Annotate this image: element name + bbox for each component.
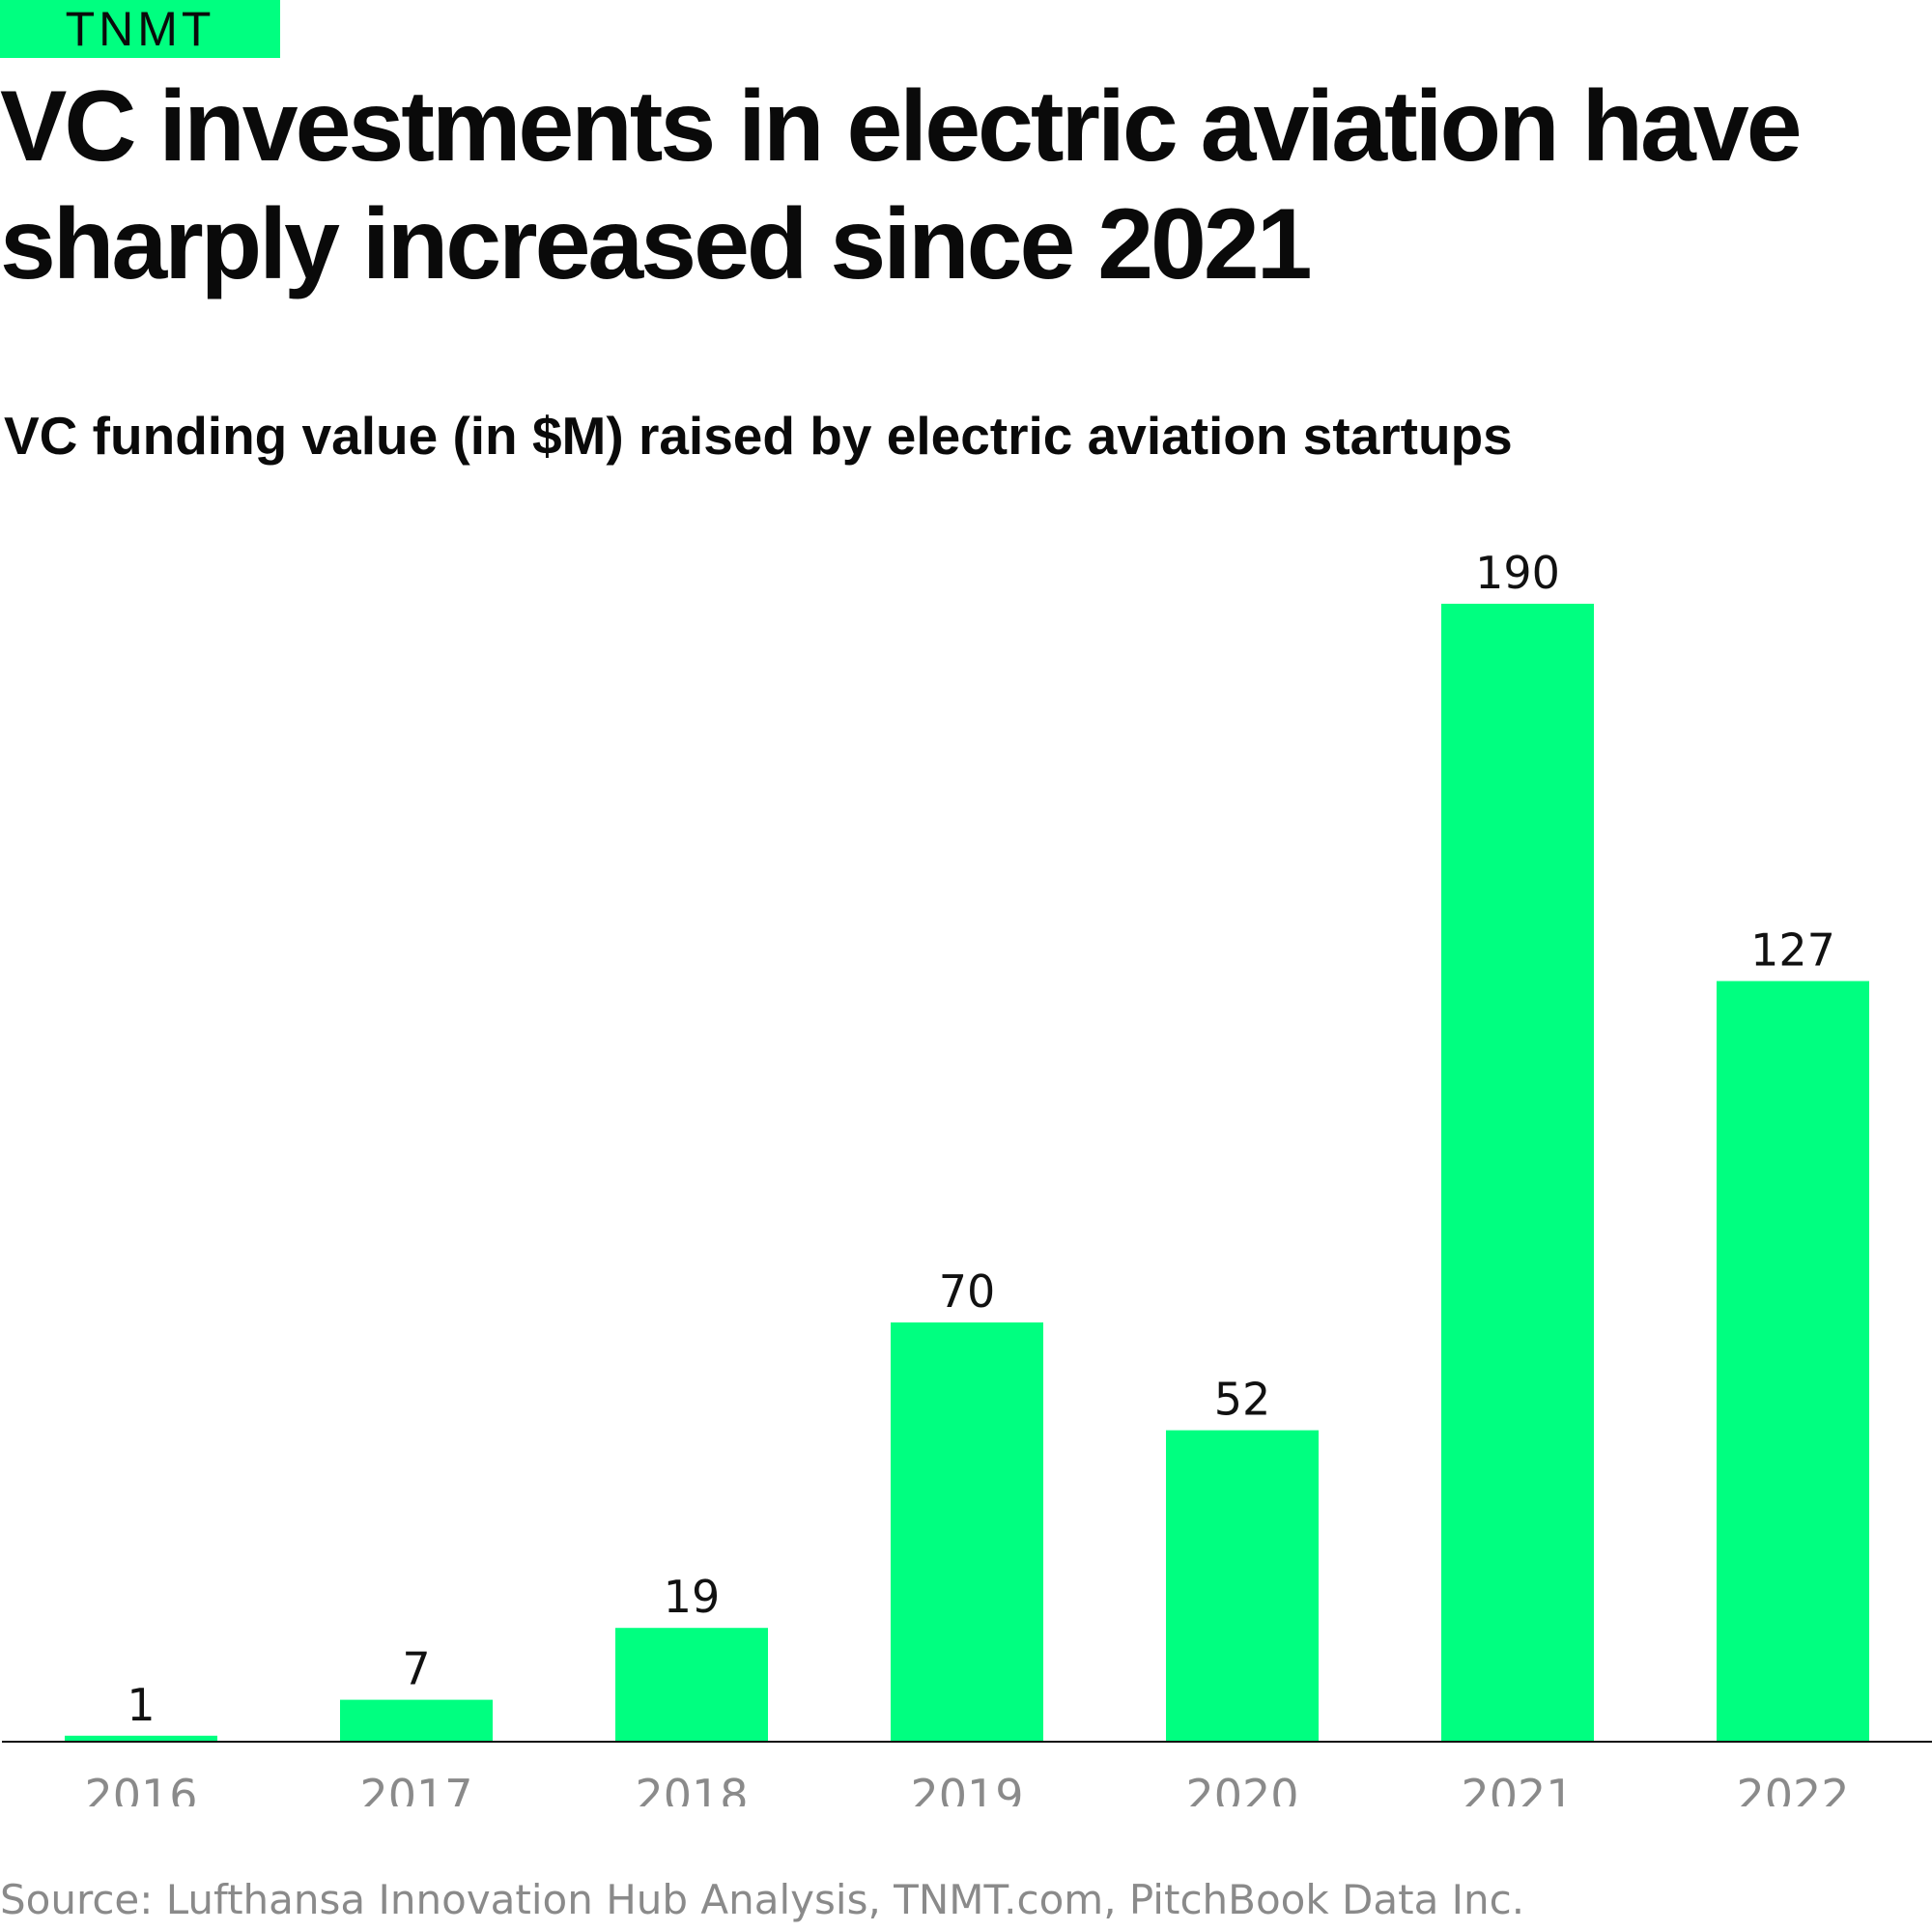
bar-2021 bbox=[1441, 604, 1594, 1742]
bar-2022 bbox=[1717, 980, 1869, 1742]
bar-2019 bbox=[891, 1322, 1043, 1742]
bar-2018 bbox=[615, 1628, 768, 1742]
value-label-2019: 70 bbox=[939, 1265, 996, 1318]
brand-logo: TNMT bbox=[0, 0, 280, 58]
value-label-2020: 52 bbox=[1214, 1374, 1271, 1426]
bar-2020 bbox=[1166, 1430, 1319, 1742]
x-tick-label-2017: 2017 bbox=[359, 1770, 472, 1806]
value-label-2021: 190 bbox=[1475, 547, 1560, 599]
chart-subtitle: VC funding value (in $M) raised by elect… bbox=[4, 406, 1513, 466]
source-note: Source: Lufthansa Innovation Hub Analysi… bbox=[0, 1876, 1525, 1923]
value-label-2017: 7 bbox=[402, 1643, 430, 1695]
bar-2016 bbox=[65, 1735, 217, 1742]
x-tick-label-2021: 2021 bbox=[1461, 1770, 1574, 1806]
x-tick-label-2016: 2016 bbox=[84, 1770, 197, 1806]
bar-2017 bbox=[340, 1699, 493, 1742]
brand-logo-text: TNMT bbox=[65, 2, 215, 56]
bar-chart-svg: 1 2016 7 2017 19 2018 70 2019 52 2020 190 2021 127 20… bbox=[2, 547, 1932, 1822]
value-label-2022: 127 bbox=[1750, 924, 1835, 977]
value-label-2018: 19 bbox=[664, 1571, 721, 1623]
x-tick-label-2022: 2022 bbox=[1736, 1770, 1849, 1806]
x-tick-label-2019: 2019 bbox=[910, 1770, 1023, 1806]
chart-title: VC investments in electric aviation have… bbox=[0, 71, 1803, 300]
bar-chart: 1 2016 7 2017 19 2018 70 2019 52 2020 190 2021 127 20… bbox=[0, 522, 1932, 1822]
value-label-2016: 1 bbox=[127, 1679, 155, 1731]
x-tick-label-2020: 2020 bbox=[1185, 1770, 1298, 1806]
x-tick-label-2018: 2018 bbox=[635, 1770, 748, 1806]
